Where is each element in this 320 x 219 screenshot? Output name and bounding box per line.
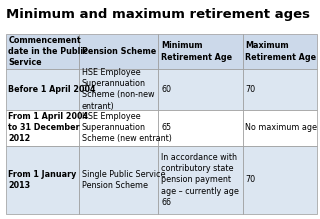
Text: 70: 70 <box>245 175 255 184</box>
Text: 70: 70 <box>245 85 255 94</box>
Bar <box>79 110 158 146</box>
Text: Minimum
Retirement Age: Minimum Retirement Age <box>161 41 232 62</box>
Text: HSE Employee
Superannuation
Scheme (non-new
entrant): HSE Employee Superannuation Scheme (non-… <box>82 68 154 111</box>
Bar <box>79 69 158 110</box>
Text: Before 1 April 2004: Before 1 April 2004 <box>8 85 96 94</box>
Text: Single Public Service
Pension Scheme: Single Public Service Pension Scheme <box>82 170 165 190</box>
Text: From 1 January
2013: From 1 January 2013 <box>8 170 77 190</box>
Bar <box>158 34 243 69</box>
Bar <box>79 146 158 214</box>
Text: Commencement
date in the Public
Service: Commencement date in the Public Service <box>8 36 88 67</box>
Bar <box>79 34 158 69</box>
Bar <box>158 69 243 110</box>
Text: 60: 60 <box>161 85 171 94</box>
Text: Minimum and maximum retirement ages: Minimum and maximum retirement ages <box>6 8 310 21</box>
Bar <box>243 110 317 146</box>
Bar <box>6 110 79 146</box>
Text: In accordance with
contributory state
pension payment
age – currently age
66: In accordance with contributory state pe… <box>161 153 239 207</box>
Bar <box>6 69 79 110</box>
Bar <box>243 34 317 69</box>
Bar <box>158 146 243 214</box>
Text: HSE Employee
Superannuation
Scheme (new entrant): HSE Employee Superannuation Scheme (new … <box>82 112 172 143</box>
Text: 65: 65 <box>161 123 171 132</box>
Text: Maximum
Retirement Age: Maximum Retirement Age <box>245 41 316 62</box>
Text: Pension Scheme: Pension Scheme <box>82 47 156 56</box>
Bar <box>6 146 79 214</box>
Text: No maximum age: No maximum age <box>245 123 317 132</box>
Text: From 1 April 2004
to 31 December
2012: From 1 April 2004 to 31 December 2012 <box>8 112 88 143</box>
Bar <box>158 110 243 146</box>
Bar <box>6 34 79 69</box>
Bar <box>243 146 317 214</box>
Bar <box>243 69 317 110</box>
